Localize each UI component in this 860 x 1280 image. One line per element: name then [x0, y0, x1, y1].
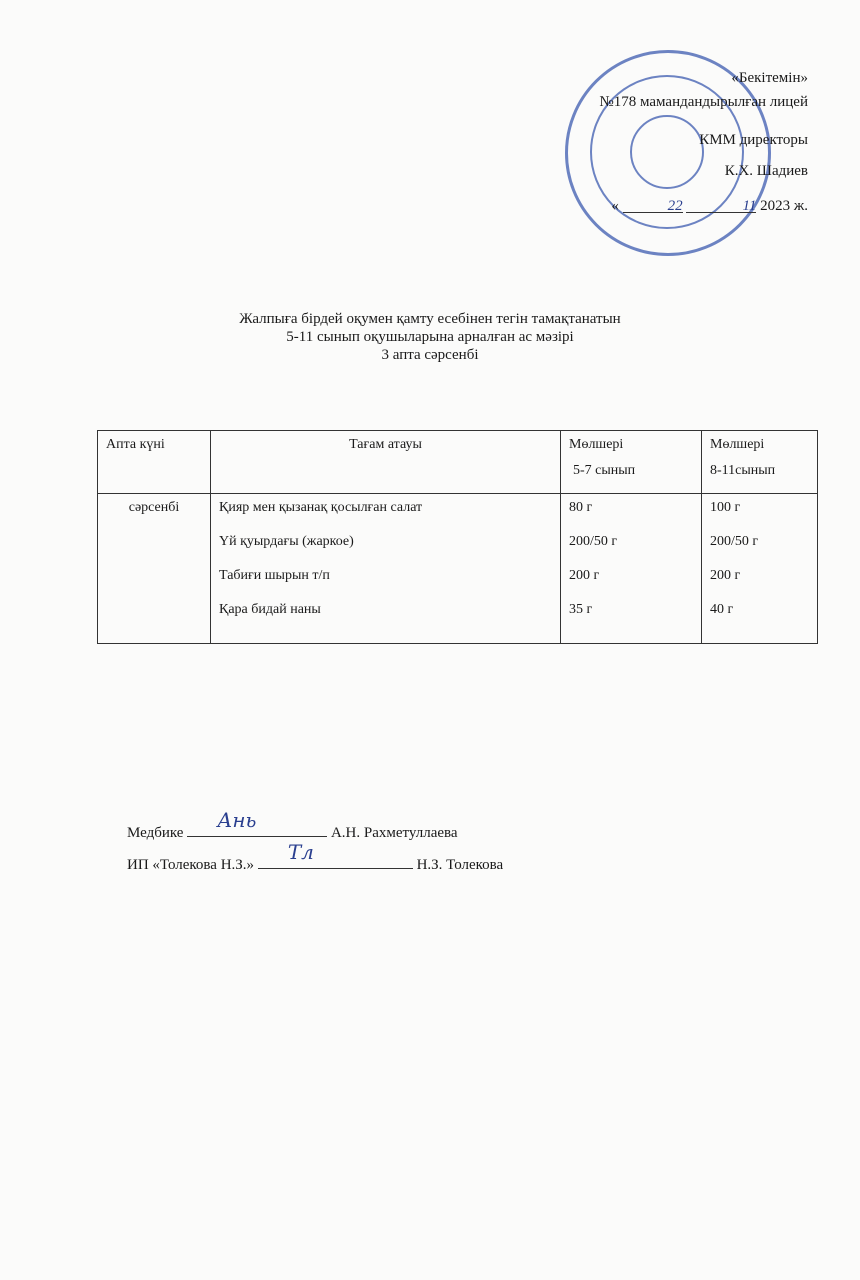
approval-position: КММ директоры — [699, 132, 808, 148]
title-line-2: 5-11 сынып оқушыларына арналған ас мәзір… — [286, 329, 574, 345]
dish: Қияр мен қызанақ қосылған салат — [219, 500, 423, 515]
header-qty-8-11: Мөлшері 8-11сынып — [701, 430, 818, 494]
signature-scribble: Тл — [287, 840, 314, 864]
emblem-icon — [630, 115, 704, 189]
dish: Қара бидай наны — [219, 602, 321, 617]
official-stamp — [565, 50, 771, 256]
ip-signature-line: ИП «Толекова Н.З.» Тл Н.З. Толекова — [127, 840, 504, 873]
dish: Табиғи шырын т/п — [219, 568, 330, 583]
nurse-signature-line: Медбике Ань А.Н. Рахметуллаева — [127, 808, 458, 841]
approval-org: №178 мамандандырылған лицей — [599, 94, 808, 110]
header-day: Апта күні — [97, 430, 211, 494]
signature-scribble: Ань — [217, 808, 257, 832]
dish: Үй қуырдағы (жаркое) — [219, 534, 354, 549]
menu-table: Апта күні Тағам атауы Мөлшері 5-7 сынып М… — [97, 430, 818, 644]
title-line-1: Жалпыға бірдей оқумен қамту есебінен тег… — [239, 311, 621, 327]
cell-qty-5-7: 80 г 200/50 г 200 г 35 г — [560, 493, 702, 644]
cell-qty-8-11: 100 г 200/50 г 200 г 40 г — [701, 493, 818, 644]
approval-date: « 22 11 2023 ж. — [611, 198, 808, 214]
header-dish: Тағам атауы — [210, 430, 561, 494]
cell-day: сәрсенбі — [97, 493, 211, 644]
approval-heading: «Бекітемін» — [731, 70, 808, 86]
approval-name: К.Х. Шадиев — [724, 163, 808, 179]
table-row: сәрсенбі Қияр мен қызанақ қосылған салат… — [97, 493, 818, 644]
cell-dishes: Қияр мен қызанақ қосылған салат Үй қуырд… — [210, 493, 561, 644]
table-header-row: Апта күні Тағам атауы Мөлшері 5-7 сынып М… — [97, 430, 818, 494]
title-line-3: 3 апта сәрсенбі — [381, 347, 479, 363]
header-qty-5-7: Мөлшері 5-7 сынып — [560, 430, 702, 494]
